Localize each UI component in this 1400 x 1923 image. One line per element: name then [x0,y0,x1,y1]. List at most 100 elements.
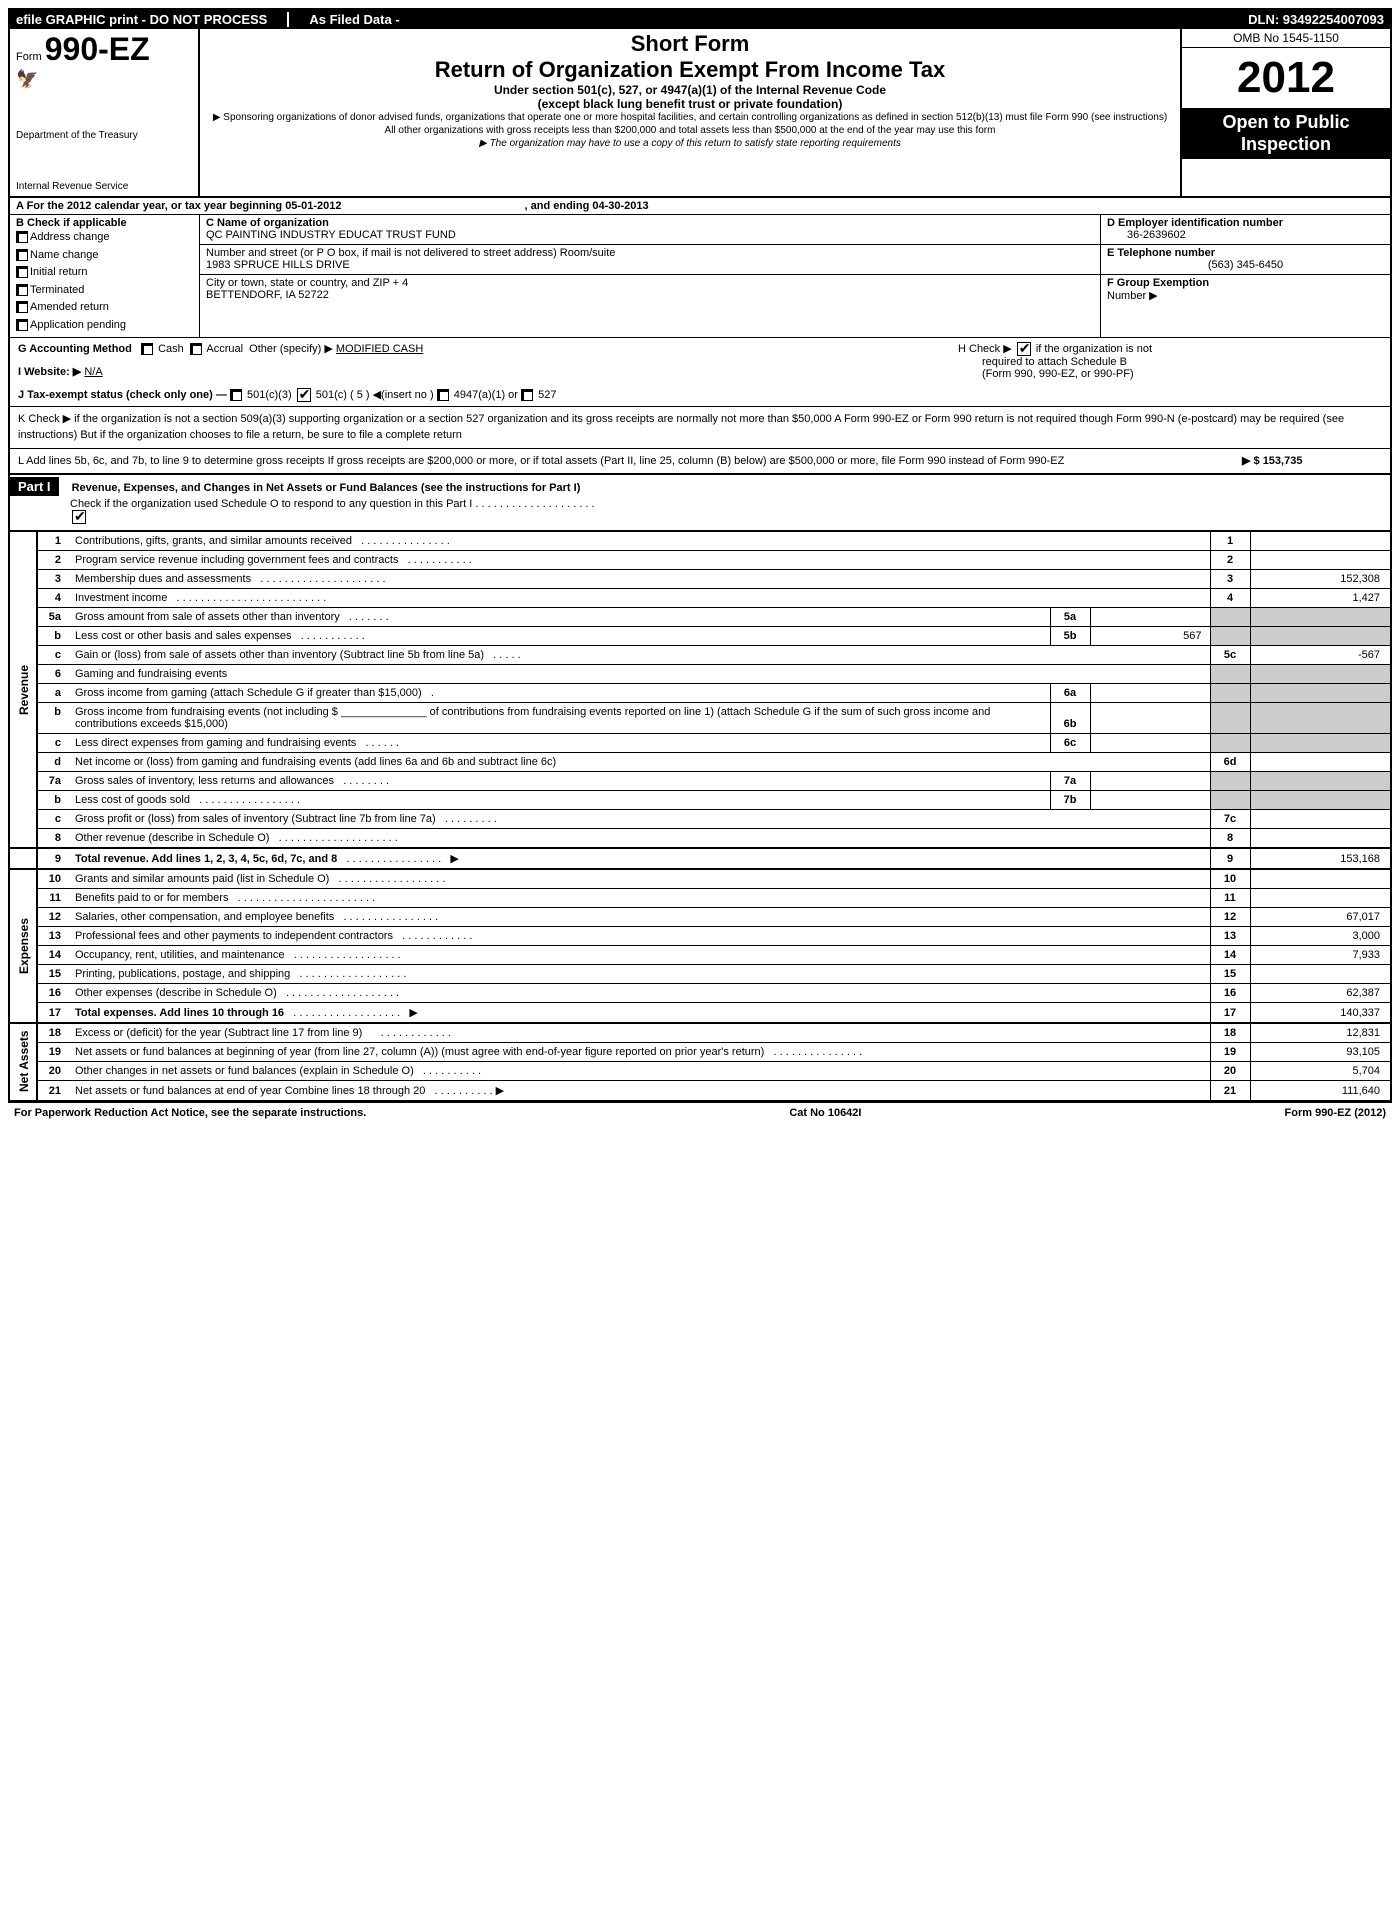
phone-cell: E Telephone number (563) 345-6450 [1101,245,1390,275]
line-6d: dNet income or (loss) from gaming and fu… [10,753,1390,772]
irs-label: Internal Revenue Service [16,181,192,192]
chk-address-change[interactable]: Address change [16,229,193,247]
val-21: 111,640 [1250,1081,1390,1101]
tax-year: 2012 [1182,48,1390,108]
line-k: K Check ▶ if the organization is not a s… [10,407,1390,449]
line-7a: 7aGross sales of inventory, less returns… [10,772,1390,791]
form-prefix: Form [16,51,42,63]
line-16: 16Other expenses (describe in Schedule O… [10,984,1390,1003]
address-cell: Number and street (or P O box, if mail i… [200,245,1100,275]
header-right: OMB No 1545-1150 2012 Open to Public Ins… [1180,29,1390,196]
line-5c: cGain or (loss) from sale of assets othe… [10,646,1390,665]
line-14: 14Occupancy, rent, utilities, and mainte… [10,946,1390,965]
line-6c: cLess direct expenses from gaming and fu… [10,734,1390,753]
val-1 [1250,531,1390,551]
main-title: Return of Organization Exempt From Incom… [210,57,1170,83]
gross-receipts: ▶ $ 153,735 [1222,453,1382,470]
netassets-side-label: Net Assets [10,1023,37,1100]
val-13: 3,000 [1250,927,1390,946]
paperwork-notice: For Paperwork Reduction Act Notice, see … [14,1107,366,1119]
form-footer-label: Form 990-EZ (2012) [1285,1107,1386,1119]
chk-pending[interactable]: Application pending [16,317,193,335]
val-14: 7,933 [1250,946,1390,965]
efile-mid: As Filed Data - [287,12,1248,27]
line-8: 8Other revenue (describe in Schedule O) … [10,829,1390,849]
h-block: H Check ▶ if the organization is not req… [950,338,1390,406]
revenue-side-label: Revenue [10,531,37,848]
col-b: B Check if applicable Address change Nam… [10,215,200,337]
line-10: Expenses 10Grants and similar amounts pa… [10,869,1390,889]
line-i: I Website: ▶ N/A [18,365,942,378]
part-1-label: Part I [10,477,59,496]
website: N/A [84,366,102,378]
gh-row: G Accounting Method Cash Accrual Other (… [10,338,1390,407]
row-a-label: A For the 2012 calendar year, or tax yea… [16,200,341,212]
chk-amended[interactable]: Amended return [16,299,193,317]
chk-accrual[interactable] [190,343,202,355]
line-7b: bLess cost of goods sold . . . . . . . .… [10,791,1390,810]
header-middle: Short Form Return of Organization Exempt… [200,29,1180,196]
val-5c: -567 [1250,646,1390,665]
lines-table: Revenue 1 Contributions, gifts, grants, … [10,530,1390,1100]
street-address: 1983 SPRUCE HILLS DRIVE [206,259,350,271]
group-exemption-cell: F Group Exemption Number ▶ [1101,275,1390,319]
chk-501c3[interactable] [230,389,242,401]
line-11: 11Benefits paid to or for members . . . … [10,889,1390,908]
sponsor-note: ▶ Sponsoring organizations of donor advi… [210,111,1170,124]
chk-h[interactable] [1017,342,1031,356]
subtitle-1: Under section 501(c), 527, or 4947(a)(1)… [210,83,1170,97]
line-2: 2Program service revenue including gover… [10,551,1390,570]
cat-no: Cat No 10642I [789,1107,861,1119]
val-20: 5,704 [1250,1062,1390,1081]
part-1-header: Part I Revenue, Expenses, and Changes in… [10,475,1390,530]
line-1: Revenue 1 Contributions, gifts, grants, … [10,531,1390,551]
state-note: ▶ The organization may have to use a cop… [210,137,1170,150]
val-12: 67,017 [1250,908,1390,927]
city-cell: City or town, state or country, and ZIP … [200,275,1100,319]
line-6b: bGross income from fundraising events (n… [10,703,1390,734]
line-6a: aGross income from gaming (attach Schedu… [10,684,1390,703]
val-3: 152,308 [1250,570,1390,589]
org-name-cell: C Name of organization QC PAINTING INDUS… [200,215,1100,245]
chk-501c[interactable] [297,388,311,402]
expenses-side-label: Expenses [10,869,37,1023]
chk-terminated[interactable]: Terminated [16,282,193,300]
line-6: 6Gaming and fundraising events [10,665,1390,684]
subtitle-2: (except black lung benefit trust or priv… [210,97,1170,111]
line-4: 4Investment income . . . . . . . . . . .… [10,589,1390,608]
val-5b: 567 [1090,627,1210,646]
line-l: L Add lines 5b, 6c, and 7b, to line 9 to… [10,449,1390,476]
chk-schedule-o[interactable] [72,510,86,524]
ein-cell: D Employer identification number 36-2639… [1101,215,1390,245]
open-public-badge: Open to Public Inspection [1182,108,1390,159]
line-20: 20Other changes in net assets or fund ba… [10,1062,1390,1081]
page-footer: For Paperwork Reduction Act Notice, see … [8,1102,1392,1123]
irs-seal-icon: 🦅 [16,69,192,90]
line-17: 17Total expenses. Add lines 10 through 1… [10,1003,1390,1024]
other-org-note: All other organizations with gross recei… [210,124,1170,137]
line-18: Net Assets 18Excess or (deficit) for the… [10,1023,1390,1043]
form-number: 990-EZ [45,31,150,67]
chk-cash[interactable] [141,343,153,355]
col-b-header: B Check if applicable [16,217,193,229]
line-15: 15Printing, publications, postage, and s… [10,965,1390,984]
omb-number: OMB No 1545-1150 [1182,29,1390,48]
val-18: 12,831 [1250,1023,1390,1043]
line-12: 12Salaries, other compensation, and empl… [10,908,1390,927]
chk-initial-return[interactable]: Initial return [16,264,193,282]
entity-grid: B Check if applicable Address change Nam… [10,215,1390,338]
city-state-zip: BETTENDORF, IA 52722 [206,289,329,301]
line-13: 13Professional fees and other payments t… [10,927,1390,946]
part-1-sub: Check if the organization used Schedule … [10,496,1390,530]
g-i-j-block: G Accounting Method Cash Accrual Other (… [10,338,950,406]
line-19: 19Net assets or fund balances at beginni… [10,1043,1390,1062]
val-19: 93,105 [1250,1043,1390,1062]
chk-4947[interactable] [437,389,449,401]
chk-name-change[interactable]: Name change [16,247,193,265]
ein: 36-2639602 [1107,229,1186,241]
val-9: 153,168 [1250,848,1390,869]
line-7c: cGross profit or (loss) from sales of in… [10,810,1390,829]
row-a: A For the 2012 calendar year, or tax yea… [10,198,1390,215]
chk-527[interactable] [521,389,533,401]
val-4: 1,427 [1250,589,1390,608]
